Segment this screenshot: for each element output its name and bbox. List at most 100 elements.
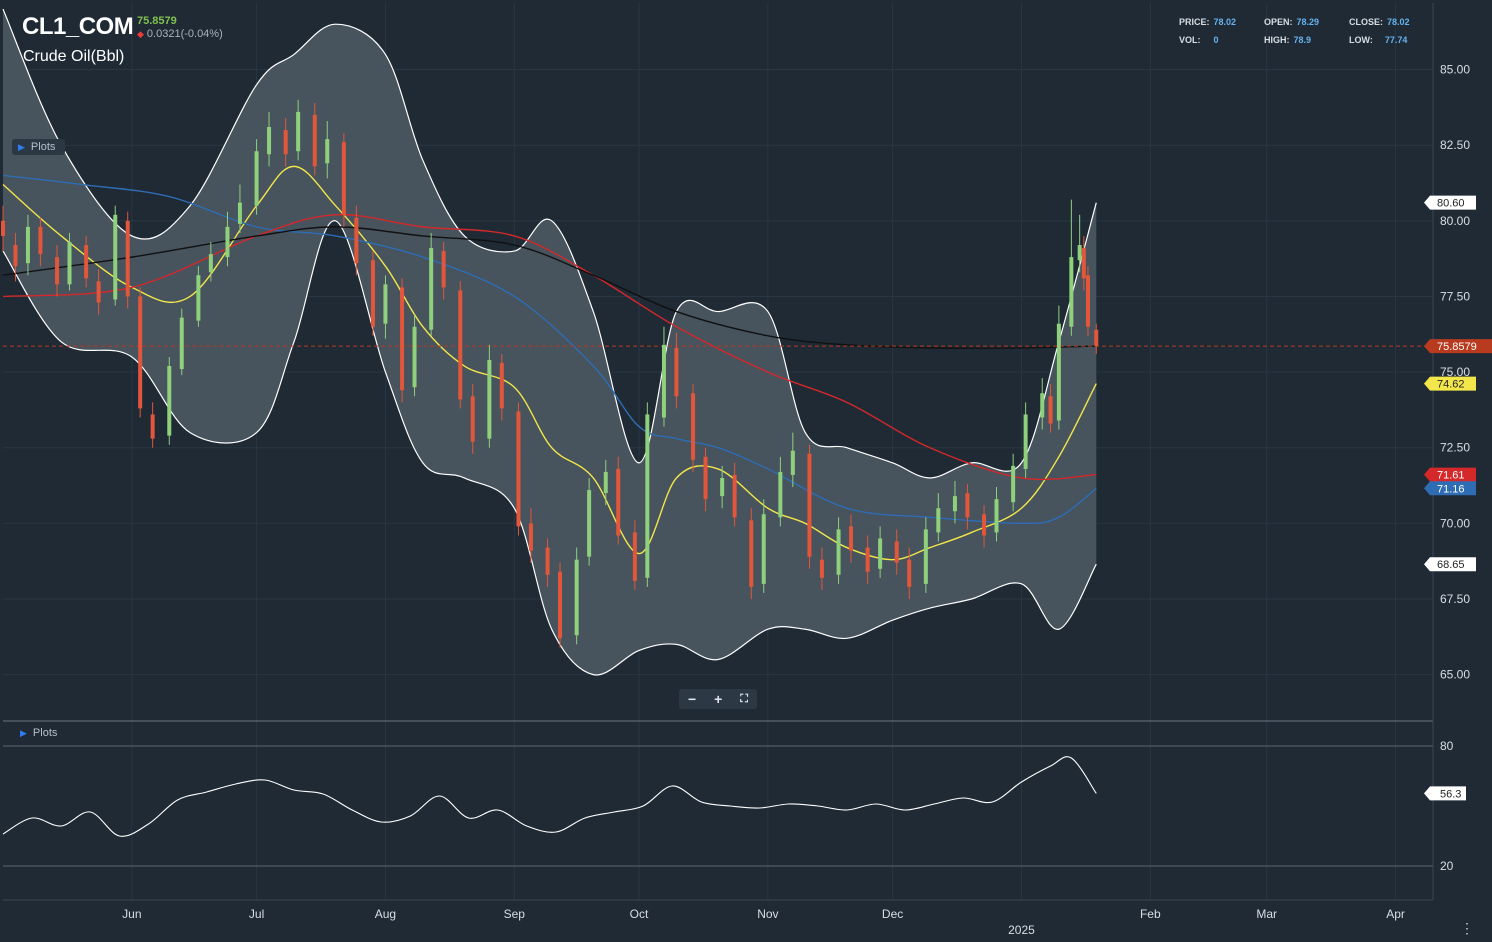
plots-toggle-oscillator[interactable]: ▶ Plots	[20, 727, 58, 739]
y-tick-label: 72.50	[1440, 441, 1470, 455]
osc-tick-label: 80	[1440, 739, 1454, 753]
candle	[528, 508, 533, 563]
candle	[603, 459, 608, 506]
candle-body	[674, 347, 679, 397]
candle-body	[196, 275, 201, 321]
candle	[370, 251, 375, 336]
candle	[1011, 453, 1016, 512]
zoom-out-button[interactable]: −	[687, 691, 697, 707]
candle-body	[400, 287, 405, 391]
candle	[283, 117, 288, 167]
candle	[749, 508, 754, 599]
x-tick-label: Mar	[1256, 907, 1277, 921]
x-tick-label: Aug	[375, 907, 396, 921]
x-tick-label: Apr	[1386, 907, 1405, 921]
candle-body	[574, 559, 579, 636]
candle	[761, 499, 766, 593]
candle	[113, 205, 118, 306]
sma-slow-value-text: 71.61	[1437, 470, 1465, 482]
candle	[807, 444, 812, 569]
candle-body	[67, 242, 72, 285]
ohlc-low: LOW: 77.74	[1349, 35, 1408, 45]
y-tick-label: 80.00	[1440, 214, 1470, 228]
x-tick-label: Dec	[882, 907, 903, 921]
y-tick-label: 82.50	[1440, 138, 1470, 152]
candle	[923, 517, 928, 593]
candle-body	[1040, 393, 1045, 418]
ohlc-price: PRICE: 78.02	[1179, 17, 1237, 27]
sma_long-line	[2, 226, 1097, 349]
candle	[1023, 402, 1028, 478]
candle-body	[807, 453, 812, 557]
candle-body	[691, 393, 696, 460]
sma-fast-value: 74.62	[1424, 376, 1476, 391]
candle-body	[1048, 396, 1053, 424]
candle	[994, 487, 999, 542]
sma-mid-value: 71.16	[1424, 481, 1476, 496]
x-tick-label: Oct	[630, 907, 649, 921]
candle	[341, 133, 346, 227]
candle	[55, 245, 60, 297]
candle-body	[458, 290, 463, 400]
y-tick-label: 75.00	[1440, 365, 1470, 379]
candle	[1077, 214, 1082, 273]
osc-last-value-text: 56.3	[1440, 788, 1461, 800]
candle	[661, 326, 666, 427]
candle	[516, 402, 521, 536]
candle-body	[254, 151, 259, 206]
candle	[865, 535, 870, 584]
candle-body	[994, 499, 999, 533]
candle-body	[96, 281, 101, 303]
candle	[691, 384, 696, 472]
candle-body	[470, 396, 475, 442]
osc-last-value: 56.3	[1424, 786, 1466, 801]
sma-mid-value-bg	[1424, 481, 1476, 496]
candle-body	[354, 217, 359, 264]
candle	[703, 447, 708, 512]
candle-body	[296, 111, 301, 152]
sma-mid-value-text: 71.16	[1437, 483, 1465, 495]
candle	[267, 111, 272, 167]
candle-body	[341, 142, 346, 215]
candle	[208, 242, 213, 282]
candle-body	[952, 496, 957, 512]
candle	[138, 287, 143, 418]
last-price: 75.8579	[137, 15, 177, 27]
play-icon: ▶	[18, 142, 25, 152]
candle-body	[1011, 465, 1016, 503]
candle	[150, 402, 155, 448]
sma-slow-value: 71.61	[1424, 467, 1476, 482]
band-lower-line	[2, 220, 1097, 676]
candle	[470, 384, 475, 454]
candle	[982, 505, 987, 548]
osc-tick-label: 20	[1440, 859, 1454, 873]
candle	[878, 526, 883, 578]
candle-body	[13, 245, 18, 267]
candle	[125, 211, 130, 309]
candle	[849, 514, 854, 563]
candle-body	[587, 490, 592, 557]
candle-body	[965, 493, 970, 518]
fit-screen-button[interactable]: ⛶	[740, 692, 748, 705]
band-lower-value-bg	[1424, 557, 1476, 572]
candle-body	[1085, 275, 1090, 327]
candle	[778, 456, 783, 527]
candle-body	[225, 226, 230, 258]
more-options-icon[interactable]: ⋮	[1460, 920, 1474, 936]
ohlc-high: HIGH: 78.9	[1264, 35, 1312, 45]
candle	[13, 232, 18, 282]
candle-body	[1077, 245, 1082, 261]
candle	[254, 139, 259, 215]
band-upper-value-bg	[1424, 195, 1476, 210]
candle	[587, 477, 592, 566]
plots-toggle-main[interactable]: ▶ Plots	[12, 139, 66, 155]
candle-body	[267, 127, 272, 155]
candle-body	[84, 245, 89, 279]
zoom-in-button[interactable]: +	[714, 691, 723, 707]
candle-body	[487, 359, 492, 439]
band-upper-value: 80.60	[1424, 195, 1476, 210]
candle-body	[936, 508, 941, 533]
candle	[96, 269, 101, 315]
y-tick-label: 67.50	[1440, 592, 1470, 606]
